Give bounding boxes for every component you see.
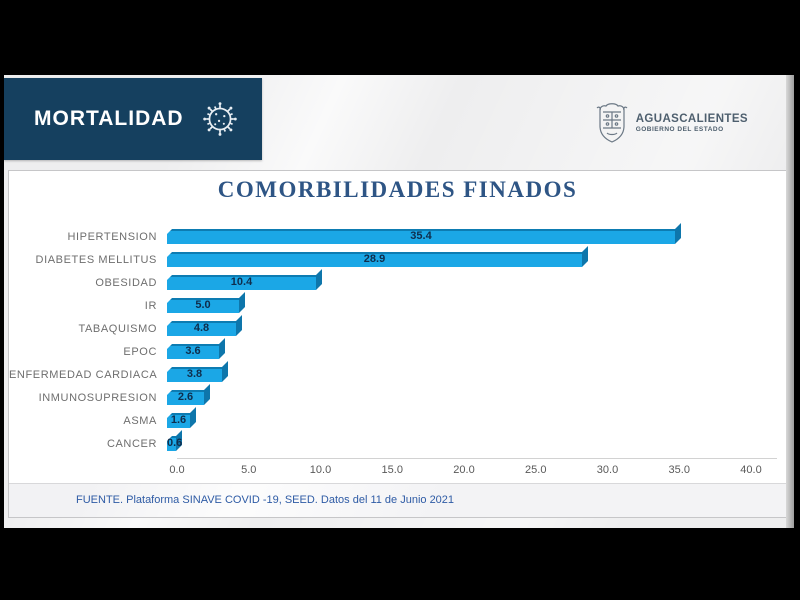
bar-value-label: 3.8: [186, 368, 203, 380]
x-axis-tick: 5.0: [241, 464, 257, 476]
chart-row: EPOC 3.6: [9, 340, 776, 363]
category-label: IR: [144, 299, 157, 312]
chart-row: HIPERTENSION 35.4: [9, 225, 776, 248]
bar: [167, 229, 675, 244]
bar: [167, 298, 239, 313]
virus-icon: [202, 102, 237, 136]
bar: [167, 436, 176, 451]
coat-of-arms-icon: [596, 103, 628, 143]
chart-row: TABAQUISMO 4.8: [9, 317, 776, 340]
category-label: DIABETES MELLITUS: [35, 253, 157, 266]
bar: [167, 344, 219, 359]
source-note: FUENTE. Plataforma SINAVE COVID -19, SEE…: [76, 494, 455, 506]
chart-row: INMUNOSUPRESION 2.6: [9, 386, 776, 409]
bar-area: 1.6: [167, 413, 776, 428]
bar-value-label: 0.6: [167, 437, 183, 449]
chart-rows: HIPERTENSION 35.4 DIABETES MELLITUS 28.9 OBE…: [9, 225, 776, 455]
category-label: ASMA: [123, 414, 157, 427]
state-logo: AGUASCALIENTES GOBIERNO DEL ESTADO: [595, 102, 748, 144]
chart-panel: COMORBILIDADES FINADOS HIPERTENSION 35.4 D…: [8, 170, 787, 518]
x-axis-tick: 0.0: [169, 464, 185, 476]
bar-value-label: 1.6: [170, 414, 187, 426]
category-label: TABAQUISMO: [78, 322, 157, 335]
category-label: INMUNOSUPRESION: [38, 391, 157, 404]
x-axis: 0.0 5.0 10.0 15.0 20.0 25.0 30.0 35.0 40.0: [169, 458, 777, 478]
x-axis-tick: 20.0: [453, 464, 475, 476]
x-axis-tick: 15.0: [381, 464, 403, 476]
bar-value-label: 2.6: [177, 391, 194, 403]
bar-value-label: 5.0: [195, 299, 211, 311]
bar-area: 4.8: [167, 321, 776, 336]
bar: [167, 413, 190, 428]
bar-area: 28.9: [167, 252, 776, 267]
bar-area: 35.4: [167, 229, 776, 244]
footer-strip: FUENTE. Plataforma SINAVE COVID -19, SEE…: [9, 483, 786, 517]
slide: MORTALIDAD: [4, 75, 794, 528]
chart-row: DIABETES MELLITUS 28.9: [9, 248, 776, 271]
x-axis-tick: 40.0: [740, 464, 762, 476]
x-axis-tick: 35.0: [668, 464, 690, 476]
chart-row: IR 5.0: [9, 294, 776, 317]
bar: [167, 252, 582, 267]
x-axis-tick: 10.0: [309, 464, 332, 476]
bar-value-label: 10.4: [230, 276, 253, 288]
bar-area: 3.6: [167, 344, 776, 359]
bar: [167, 367, 222, 382]
bar-area: 0.6: [167, 436, 776, 451]
bar: [167, 390, 204, 405]
logo-subtitle: GOBIERNO DEL ESTADO: [635, 125, 724, 133]
bar-area: 3.8: [167, 367, 776, 382]
logo-name: AGUASCALIENTES: [635, 112, 748, 125]
category-label: ENFERMEDAD CARDIACA: [9, 368, 158, 381]
bar-value-label: 28.9: [363, 253, 386, 265]
category-label: HIPERTENSION: [67, 230, 157, 243]
bar: [167, 275, 316, 290]
bar-value-label: 4.8: [193, 322, 210, 334]
x-axis-tick: 30.0: [596, 464, 619, 476]
chart-row: CANCER 0.6: [9, 432, 776, 455]
category-label: CANCER: [106, 437, 157, 450]
bar-area: 2.6: [167, 390, 776, 405]
chart-row: ENFERMEDAD CARDIACA 3.8: [9, 363, 776, 386]
header-box: MORTALIDAD: [4, 78, 262, 160]
bar-value-label: 3.6: [185, 345, 201, 357]
bar: [167, 321, 236, 336]
chart-title: COMORBILIDADES FINADOS: [217, 177, 578, 202]
x-axis-tick: 25.0: [525, 464, 547, 476]
category-label: EPOC: [123, 345, 157, 358]
chart-row: ASMA 1.6: [9, 409, 776, 432]
bar-area: 10.4: [167, 275, 776, 290]
chart-row: OBESIDAD 10.4: [9, 271, 776, 294]
page-title: MORTALIDAD: [34, 107, 184, 130]
bar-area: 5.0: [167, 298, 776, 313]
category-label: OBESIDAD: [95, 276, 157, 289]
scrollbar[interactable]: [786, 75, 794, 528]
bar-value-label: 35.4: [410, 230, 432, 242]
